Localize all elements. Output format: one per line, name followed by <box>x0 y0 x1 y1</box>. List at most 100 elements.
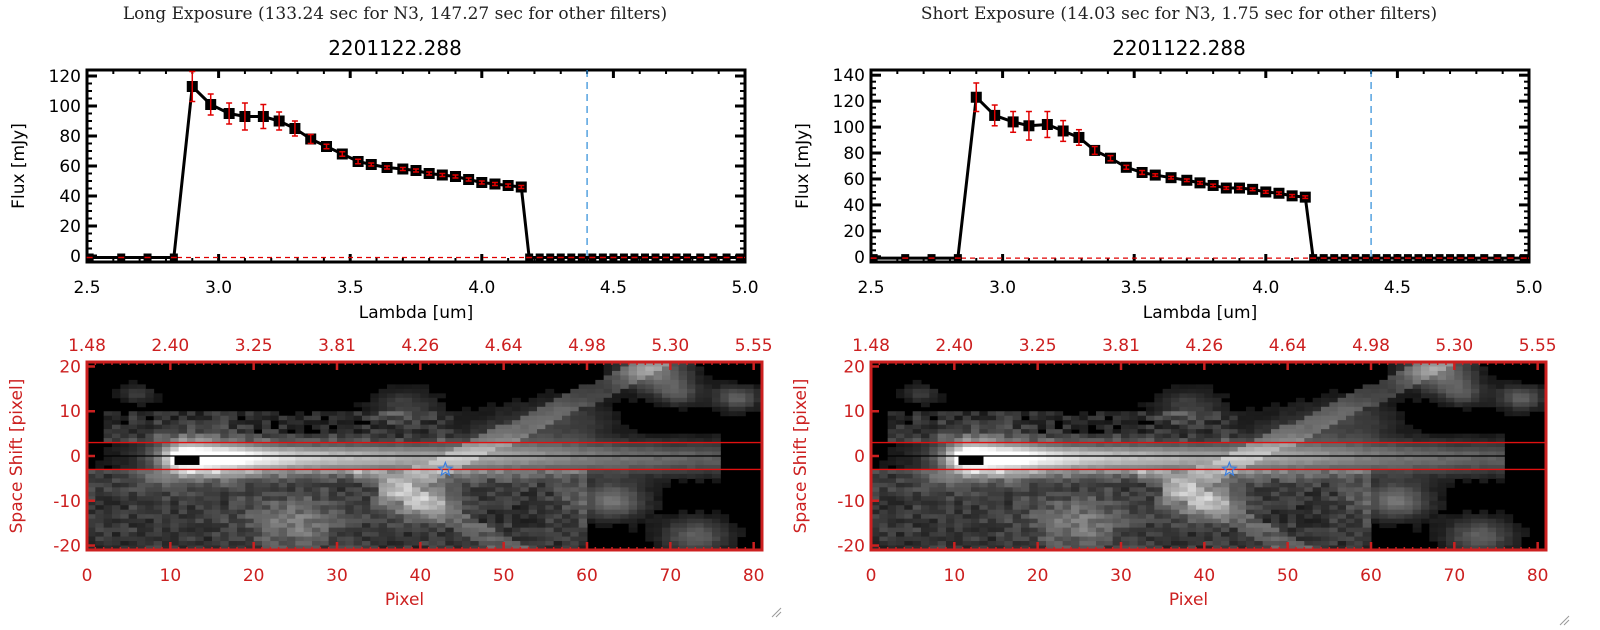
image-pixel <box>470 491 480 497</box>
image-pixel <box>946 433 955 439</box>
image-pixel <box>1304 518 1314 524</box>
image-pixel <box>595 464 605 470</box>
image-pixel <box>1004 482 1014 488</box>
image-pixel <box>695 393 705 399</box>
image-pixel <box>1004 527 1014 533</box>
image-pixel <box>904 384 914 390</box>
image-pixel <box>687 523 696 529</box>
image-pixel <box>337 411 346 417</box>
image-pixel <box>420 545 430 551</box>
image-pixel <box>620 442 630 448</box>
image-pixel <box>653 518 663 524</box>
image-pixel <box>428 496 438 502</box>
image-pixel <box>670 362 680 367</box>
image-pixel <box>445 523 455 529</box>
image-pixel <box>1271 496 1280 502</box>
image-pixel <box>904 442 914 448</box>
image-pixel <box>946 451 955 457</box>
image-pixel <box>1004 518 1014 524</box>
image-pixel <box>378 514 388 520</box>
image-pixel <box>345 420 355 426</box>
image-pixel <box>1212 478 1222 484</box>
image-pixel <box>328 487 338 493</box>
image-pixel <box>1104 527 1114 533</box>
image-pixel <box>1004 447 1014 453</box>
image-pixel <box>896 505 905 511</box>
image-pixel <box>195 505 205 511</box>
image-pixel <box>1162 514 1172 520</box>
image-pixel <box>203 415 213 421</box>
image-pixel <box>1262 438 1272 444</box>
image-pixel <box>428 447 438 453</box>
image-pixel <box>712 460 721 466</box>
image-pixel <box>345 536 355 542</box>
image-pixel <box>237 460 246 466</box>
image-pixel <box>603 411 613 417</box>
image-pixel <box>912 442 922 448</box>
image-pixel <box>1246 469 1255 475</box>
image-pixel <box>1137 478 1147 484</box>
image-pixel <box>1271 541 1280 547</box>
image-pixel <box>328 527 338 533</box>
image-pixel <box>1196 496 1205 502</box>
image-pixel <box>153 473 163 479</box>
image-pixel <box>1137 424 1147 430</box>
image-pixel <box>904 456 914 461</box>
image-pixel <box>153 482 163 488</box>
image-pixel <box>370 447 380 453</box>
image-pixel <box>1296 509 1305 515</box>
image-pixel <box>1279 433 1289 439</box>
image-pixel <box>445 482 455 488</box>
image-pixel <box>720 514 730 520</box>
image-pixel <box>303 473 313 479</box>
image-pixel <box>203 532 213 538</box>
image-pixel <box>128 532 138 538</box>
image-pixel <box>570 424 580 430</box>
image-pixel <box>612 491 621 497</box>
image-pixel <box>562 541 571 547</box>
image-pixel <box>1037 442 1047 448</box>
image-pixel <box>578 487 588 493</box>
image-pixel <box>1104 469 1114 475</box>
image-pixel <box>871 482 880 488</box>
image-pixel <box>395 420 405 426</box>
image-pixel <box>937 505 947 511</box>
image-pixel <box>1079 473 1089 479</box>
image-pixel <box>553 469 563 475</box>
image-pixel <box>1146 514 1155 520</box>
image-pixel <box>378 424 388 430</box>
image-pixel <box>620 464 630 470</box>
image-pixel <box>1154 393 1164 399</box>
image-pixel <box>587 478 596 484</box>
image-pixel <box>1096 509 1105 515</box>
image-pixel <box>1029 420 1039 426</box>
image-pixel <box>612 518 621 524</box>
image-pixel <box>612 460 621 466</box>
image-pixel <box>295 415 305 421</box>
image-pixel <box>137 424 146 430</box>
image-pixel <box>470 541 480 547</box>
image-pixel <box>1212 415 1222 421</box>
image-pixel <box>1304 464 1314 470</box>
image-pixel <box>228 464 238 470</box>
image-pixel <box>662 518 671 524</box>
image-pixel <box>403 487 413 493</box>
image-pixel <box>137 527 146 533</box>
image-pixel <box>1279 545 1289 551</box>
image-pixel <box>612 487 621 493</box>
image-pixel <box>553 478 563 484</box>
image-pixel <box>653 536 663 542</box>
image-pixel <box>528 482 538 488</box>
image-pixel <box>120 388 130 394</box>
image-pixel <box>395 415 405 421</box>
image-pixel <box>1021 473 1030 479</box>
image-pixel <box>162 447 171 453</box>
image-pixel <box>562 460 571 466</box>
image-pixel <box>495 505 505 511</box>
image-pixel <box>378 451 388 457</box>
image-pixel <box>1262 487 1272 493</box>
image-pixel <box>1287 402 1297 408</box>
image-pixel <box>904 433 914 439</box>
image-pixel <box>503 424 513 430</box>
image-pixel <box>929 388 939 394</box>
